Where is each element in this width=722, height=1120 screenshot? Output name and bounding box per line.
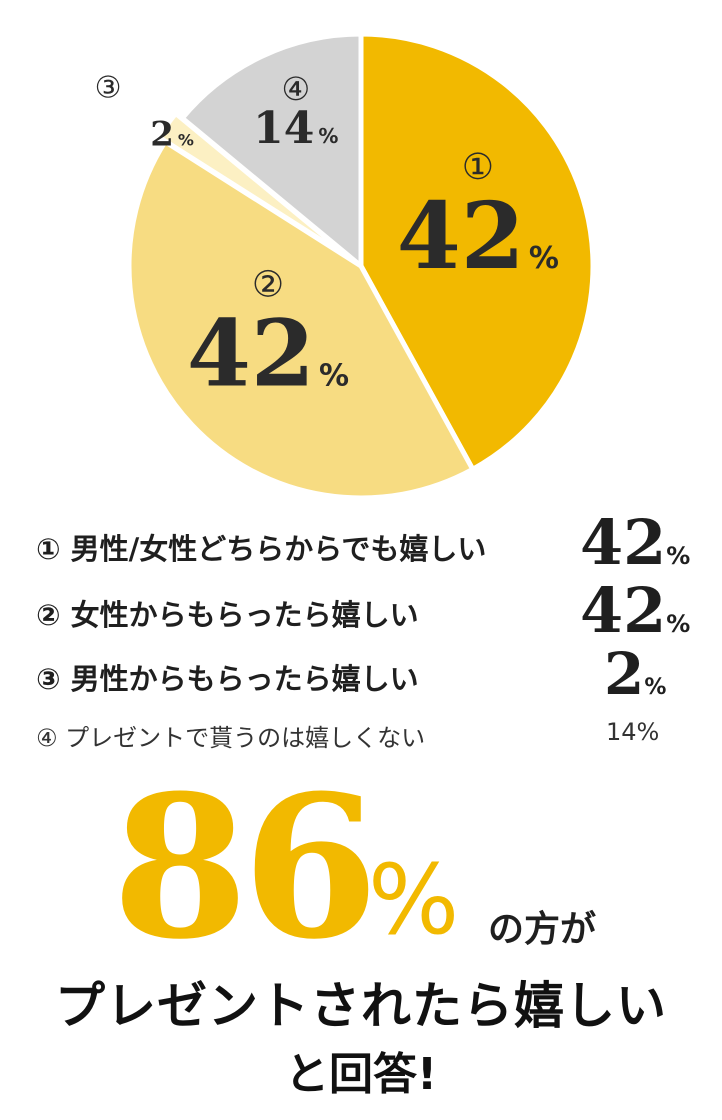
pie-label-marker-3: ③ bbox=[95, 71, 122, 106]
legend-value-3: 2% bbox=[604, 640, 667, 708]
legend-row-3: ③ 男性からもらったら嬉しい 2% bbox=[0, 640, 722, 708]
legend-label-3: ③ 男性からもらったら嬉しい bbox=[36, 656, 419, 698]
legend-text-2: 女性からもらったら嬉しい bbox=[70, 598, 419, 632]
legend-marker-4: ④ bbox=[36, 724, 58, 752]
legend-marker-3: ③ bbox=[36, 662, 61, 696]
pie-slice-1 bbox=[358, 31, 596, 472]
pie-slice-3 bbox=[156, 110, 358, 264]
headline-line-2: プレゼントされたら嬉しい bbox=[55, 977, 667, 1035]
pie-label-marker-2: ② bbox=[252, 264, 284, 305]
headline-percent: % bbox=[368, 844, 460, 956]
legend-marker-2: ② bbox=[36, 598, 61, 632]
pie-label-3: ③ 2% bbox=[95, 71, 194, 155]
legend-label-1: ① 男性/女性どちらからでも嬉しい bbox=[36, 526, 486, 568]
pie-label-4: ④14% bbox=[253, 70, 338, 154]
pie-label-marker-4: ④ bbox=[281, 70, 310, 108]
headline-suffix: の方が bbox=[488, 909, 597, 950]
pie-chart: ①42 %②42 %③2 %④14% bbox=[95, 31, 596, 501]
legend-row-2: ② 女性からもらったら嬉しい 42% bbox=[0, 574, 722, 647]
headline-number: 86 bbox=[112, 753, 379, 983]
pie-label-1: ①42% bbox=[397, 147, 559, 290]
legend-marker-1: ① bbox=[36, 532, 61, 566]
legend-row-1: ① 男性/女性どちらからでも嬉しい 42% bbox=[0, 506, 722, 579]
pie-label-value-1: 42% bbox=[397, 182, 559, 290]
summary-headline: 86 % の方が プレゼントされたら嬉しい と回答! bbox=[0, 770, 722, 1120]
pie-label-2: ②42% bbox=[187, 264, 349, 407]
legend-label-2: ② 女性からもらったら嬉しい bbox=[36, 592, 419, 634]
pie-slice-4 bbox=[179, 31, 364, 269]
legend-value-1: 42% bbox=[580, 506, 691, 579]
legend-text-4: プレゼントで貰うのは嬉しくない bbox=[65, 724, 426, 752]
pie-slices bbox=[126, 31, 596, 501]
pie-slice-labels: ①42 %②42 %③2 %④14% bbox=[95, 70, 559, 407]
headline-line-3: と回答! bbox=[284, 1049, 438, 1100]
legend-text-3: 男性からもらったら嬉しい bbox=[70, 662, 419, 696]
legend-label-4: ④ プレゼントで貰うのは嬉しくない bbox=[36, 718, 425, 753]
pie-label-value-3: 2% bbox=[150, 114, 194, 154]
legend-row-4: ④ プレゼントで貰うのは嬉しくない 14% bbox=[0, 714, 722, 754]
legend-value-2: 42% bbox=[580, 574, 691, 647]
pie-label-value-2: 42% bbox=[187, 300, 349, 408]
pie-label-marker-1: ① bbox=[462, 147, 494, 188]
pie-label-value-4: 14% bbox=[253, 103, 338, 154]
legend-value-4: 14% bbox=[606, 718, 660, 746]
pie-slice-2 bbox=[126, 139, 476, 501]
legend-text-1: 男性/女性どちらからでも嬉しい bbox=[70, 532, 487, 566]
